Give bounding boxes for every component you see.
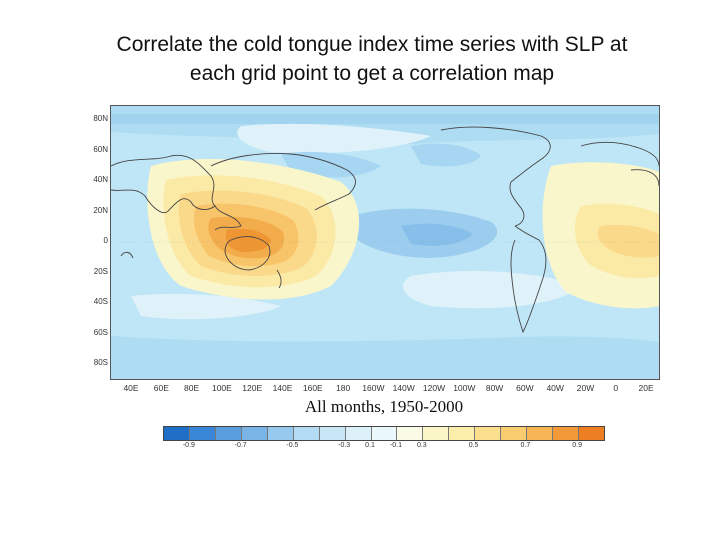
north-america-outline xyxy=(440,126,551,227)
colorbar-swatch xyxy=(319,427,346,440)
colorbar-swatch xyxy=(293,427,320,440)
colorbar-swatch xyxy=(371,427,398,440)
lon-tick-label: 80W xyxy=(485,383,504,393)
correlation-map xyxy=(110,105,660,380)
lat-tick-label: 20S xyxy=(93,266,108,276)
lat-tick-label: 0 xyxy=(103,236,108,245)
lat-tick-label: 40N xyxy=(93,175,108,184)
lat-tick-label: 80N xyxy=(93,114,108,123)
lon-tick-label: 60W xyxy=(516,383,534,393)
colorbar-tick-label: 0.9 xyxy=(572,442,582,449)
colorbar-swatch xyxy=(397,427,424,440)
lon-tick-label: 140E xyxy=(272,383,293,393)
colorbar-tick-label: -0.5 xyxy=(286,442,299,449)
colorbar-swatch xyxy=(345,427,372,440)
lon-tick-label: 100E xyxy=(211,383,232,393)
lat-tick-label: 20N xyxy=(93,205,108,215)
slide-title-line-2: each grid point to get a correlation map xyxy=(189,62,555,85)
colorbar-swatch xyxy=(449,427,476,440)
colorbar-swatch xyxy=(189,427,216,440)
slide-title: Correlate the cold tongue index time ser… xyxy=(60,30,684,88)
colorbar xyxy=(163,426,605,441)
lon-tick-label: 0 xyxy=(613,383,619,393)
colorbar-swatch xyxy=(241,427,268,440)
lon-tick-label: 140W xyxy=(392,383,415,393)
lon-tick-label: 40W xyxy=(546,383,564,393)
lon-tick-label: 120W xyxy=(422,383,446,393)
lon-tick-label: 20W xyxy=(576,383,595,393)
lon-tick-label: 20E xyxy=(638,383,654,393)
correlation-field xyxy=(111,106,659,379)
colorbar-tick-label: -0.9 xyxy=(182,442,195,449)
colorbar-tick-label: -0.3 xyxy=(338,442,351,449)
colorbar-swatch xyxy=(164,427,190,440)
map-caption: All months, 1950-2000 xyxy=(304,397,464,416)
south-america-outline xyxy=(510,225,547,334)
lon-tick-label: 120E xyxy=(242,383,263,393)
colorbar-tick-label: -0.7 xyxy=(234,442,247,449)
colorbar-tick-label: -0.1 xyxy=(389,442,402,449)
lat-tick-label: 60N xyxy=(93,144,108,154)
lon-tick-label: 100W xyxy=(453,383,476,393)
colorbar-swatch xyxy=(475,427,502,440)
lon-tick-label: 40E xyxy=(123,383,139,393)
coastlines xyxy=(111,126,659,334)
lon-tick-label: 160W xyxy=(362,383,385,393)
lat-tick-label: 60S xyxy=(93,327,108,337)
colorbar-tick-label: 0.1 xyxy=(365,442,375,449)
colorbar-tick-label: 0.5 xyxy=(468,442,479,449)
lat-tick-label: 80S xyxy=(93,358,108,367)
colorbar-swatch xyxy=(215,427,242,440)
lon-tick-label: 160E xyxy=(302,383,323,393)
antarctic-negative-band xyxy=(111,336,659,379)
slide-title-line-1: Correlate the cold tongue index time ser… xyxy=(116,33,628,56)
lon-tick-label: 180 xyxy=(336,383,351,393)
australia-outline xyxy=(224,236,271,271)
lon-tick-label: 60E xyxy=(153,383,169,393)
colorbar-tick-label: 0.3 xyxy=(416,442,427,449)
colorbar-swatch xyxy=(553,427,579,440)
colorbar-tick-label: 0.7 xyxy=(520,442,531,449)
lat-tick-label: 40S xyxy=(93,297,108,306)
colorbar-swatch xyxy=(527,427,554,440)
colorbar-swatch xyxy=(501,427,528,440)
lon-tick-label: 80E xyxy=(184,383,200,393)
colorbar-swatch xyxy=(267,427,294,440)
colorbar-swatch xyxy=(423,427,450,440)
colorbar-swatch xyxy=(579,427,604,440)
